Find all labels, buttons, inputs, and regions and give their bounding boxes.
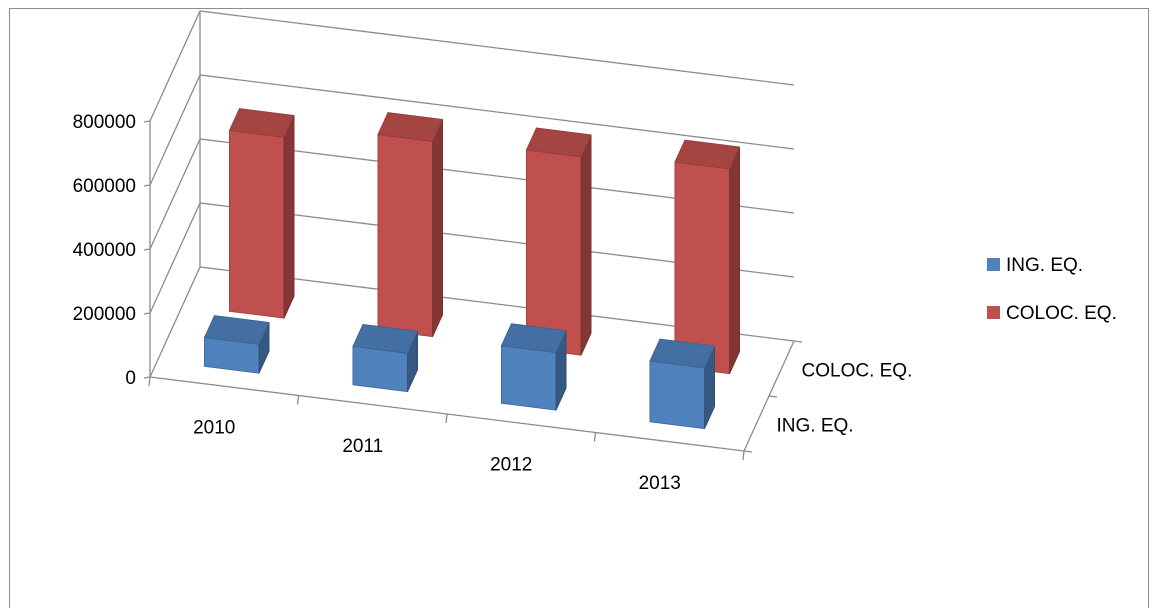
bar-top xyxy=(228,108,295,138)
depth-axis-ticks: ING. EQ. COLOC. EQ. xyxy=(743,340,913,453)
y-tick-mark xyxy=(143,376,151,379)
bar-coloc-eq-2013 xyxy=(674,139,741,375)
bar-coloc-eq-2011 xyxy=(377,112,444,338)
gridline xyxy=(149,10,795,122)
depth-tick-label: COLOC. EQ. xyxy=(802,361,913,382)
y-tick-label: 800000 xyxy=(73,112,136,133)
bar-coloc-eq-2012 xyxy=(525,127,592,356)
bar-coloc-eq-2010 xyxy=(228,108,295,319)
gridline xyxy=(149,266,795,378)
depth-tick-mark xyxy=(768,395,778,398)
bar-top xyxy=(203,315,270,345)
gridlines xyxy=(149,10,795,378)
bar-top xyxy=(649,338,716,369)
legend-swatch xyxy=(987,258,1000,271)
x-tick-label: 2012 xyxy=(490,454,532,475)
bar-front xyxy=(526,149,582,356)
y-tick-label: 200000 xyxy=(73,304,136,325)
x-tick-mark xyxy=(148,376,151,387)
x-axis-ticks: 2010 2011 2012 2013 xyxy=(148,376,745,494)
bar-top xyxy=(377,112,444,142)
bar-side xyxy=(432,119,444,337)
y-tick-mark xyxy=(143,248,151,251)
chart-frame xyxy=(9,8,1149,608)
bar-side xyxy=(729,146,740,374)
bar-top xyxy=(674,139,741,170)
bar-top xyxy=(352,323,419,354)
y-tick-mark xyxy=(143,120,151,123)
gridline xyxy=(149,74,795,186)
bar-front xyxy=(228,130,285,319)
bar-front xyxy=(649,360,705,430)
x-tick-mark xyxy=(742,450,745,461)
bar-ing-eq-2013 xyxy=(649,338,716,430)
bar-top xyxy=(525,127,592,158)
bar-side xyxy=(580,134,592,356)
y-tick-label: 0 xyxy=(125,368,136,389)
x-tick-label: 2010 xyxy=(193,417,235,438)
depth-tick-mark xyxy=(743,450,753,453)
bar-ing-eq-2010 xyxy=(203,315,270,374)
legend: ING. EQ. COLOC. EQ. xyxy=(987,255,1117,324)
bar-front xyxy=(500,345,557,411)
depth-tick-mark xyxy=(793,340,803,343)
bar-front xyxy=(377,134,434,338)
x-tick-mark xyxy=(296,395,300,405)
gridline xyxy=(149,202,795,314)
y-axis-ticks: 0 200000 400000 600000 800000 xyxy=(73,112,151,389)
bar-side xyxy=(283,115,295,319)
y-tick-label: 400000 xyxy=(73,240,136,261)
bar-ing-eq-2011 xyxy=(352,323,419,393)
y-tick-mark xyxy=(143,312,151,315)
legend-swatch xyxy=(987,306,1000,319)
bar-top xyxy=(500,323,567,354)
legend-label: ING. EQ. xyxy=(1006,255,1083,276)
bars xyxy=(203,108,741,430)
gridline xyxy=(149,138,795,250)
x-tick-label: 2011 xyxy=(342,436,383,457)
bar-front xyxy=(352,345,409,393)
x-tick-label: 2013 xyxy=(639,473,681,494)
x-tick-mark xyxy=(445,413,448,424)
y-tick-mark xyxy=(143,184,151,187)
legend-label: COLOC. EQ. xyxy=(1006,303,1117,324)
y-tick-label: 600000 xyxy=(73,176,136,197)
x-tick-mark xyxy=(593,432,597,442)
bar-ing-eq-2012 xyxy=(500,323,567,411)
depth-tick-label: ING. EQ. xyxy=(777,416,854,437)
